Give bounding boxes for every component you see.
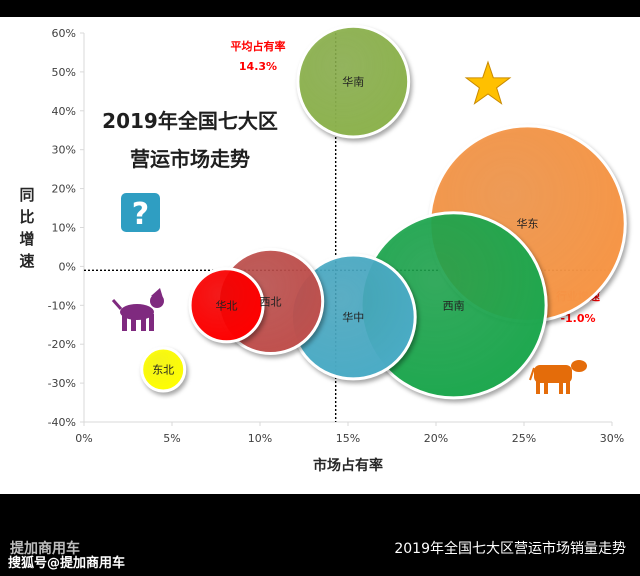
cow-body (534, 365, 572, 383)
chart-title-line: 营运市场走势 (130, 147, 250, 171)
watermark-logo: 提加商用车 (10, 541, 80, 557)
question-glyph: ? (132, 197, 149, 232)
question-mark-icon: ? (121, 193, 160, 232)
dog-leg (149, 314, 154, 331)
y-tick-label: -10% (48, 299, 76, 312)
y-axis-title-char: 比 (19, 208, 34, 226)
bubble-华北 (188, 267, 265, 344)
x-tick-label: 25% (512, 432, 536, 445)
dog-tail (111, 299, 123, 310)
dog-leg (122, 314, 127, 331)
x-tick-label: 0% (75, 432, 92, 445)
top-black-band (0, 0, 640, 17)
y-axis-title-char: 速 (19, 252, 34, 270)
y-tick-label: 50% (52, 66, 76, 79)
star-icon (464, 60, 512, 105)
bubble-label: 华中 (342, 310, 364, 324)
chart-panel: 60% 50% 40% 30% 20% 10% 0% -10% -20% -30% -40% 0% 5%… (0, 17, 640, 494)
y-axis-title-char: 增 (19, 230, 34, 248)
y-tick-label: 40% (52, 105, 76, 118)
bubble-label: 华北 (216, 298, 238, 312)
bubble-label: 西北 (260, 295, 282, 308)
avg-share-label: 平均占有率 (231, 39, 286, 53)
x-tick-label: 30% (600, 432, 624, 445)
cow-icon (529, 360, 587, 394)
x-tick-label: 20% (424, 432, 448, 445)
bubble-label: 华东 (517, 217, 539, 231)
y-axis-title-char: 同 (19, 186, 34, 204)
avg-share-value: 14.3% (239, 60, 277, 73)
x-tick-label: 5% (163, 432, 180, 445)
x-axis-title: 市场占有率 (313, 457, 383, 474)
cow-leg (536, 380, 540, 394)
bubble-label: 西南 (443, 299, 465, 312)
y-tick-label: 20% (52, 183, 76, 196)
y-tick-label: 30% (52, 144, 76, 157)
question-box (121, 193, 160, 232)
cow-tail (529, 367, 535, 381)
y-tick-label: -20% (48, 338, 76, 351)
decorations-layer: ? (111, 60, 587, 394)
bubble-华南 (296, 24, 411, 139)
cow-head (571, 360, 587, 372)
y-tick-label: -40% (48, 416, 76, 429)
y-tick-label: 60% (52, 27, 76, 40)
dog-leg (131, 316, 136, 331)
caption-bar (0, 494, 640, 576)
bubble-label: 华南 (342, 75, 364, 89)
dog-ear (151, 288, 163, 298)
y-tick-label: 0% (59, 260, 76, 273)
bubbles-layer (140, 24, 627, 400)
x-tick-label: 10% (248, 432, 272, 445)
y-tick-label: -30% (48, 377, 76, 390)
dog-icon (111, 288, 164, 331)
cow-leg (544, 380, 548, 394)
industry-growth-value: -1.0% (560, 312, 595, 325)
cow-leg (559, 380, 563, 394)
bubble-label: 东北 (152, 363, 174, 376)
x-tick-label: 15% (336, 432, 360, 445)
image-caption: 2019年全国七大区营运市场销量走势 (394, 541, 626, 557)
y-tick-label: 10% (52, 222, 76, 235)
watermark-credit: 搜狐号@提加商用车 (8, 556, 126, 571)
dog-leg (141, 316, 146, 331)
bubble-东北 (140, 346, 187, 393)
bubble-chart: 60% 50% 40% 30% 20% 10% 0% -10% -20% -30% -40% 0% 5%… (19, 24, 627, 474)
cow-leg (566, 380, 570, 394)
chart-title-line: 2019年全国七大区 (102, 109, 278, 133)
axes-layer: 60% 50% 40% 30% 20% 10% 0% -10% -20% -30% -40% 0% 5%… (19, 27, 624, 474)
